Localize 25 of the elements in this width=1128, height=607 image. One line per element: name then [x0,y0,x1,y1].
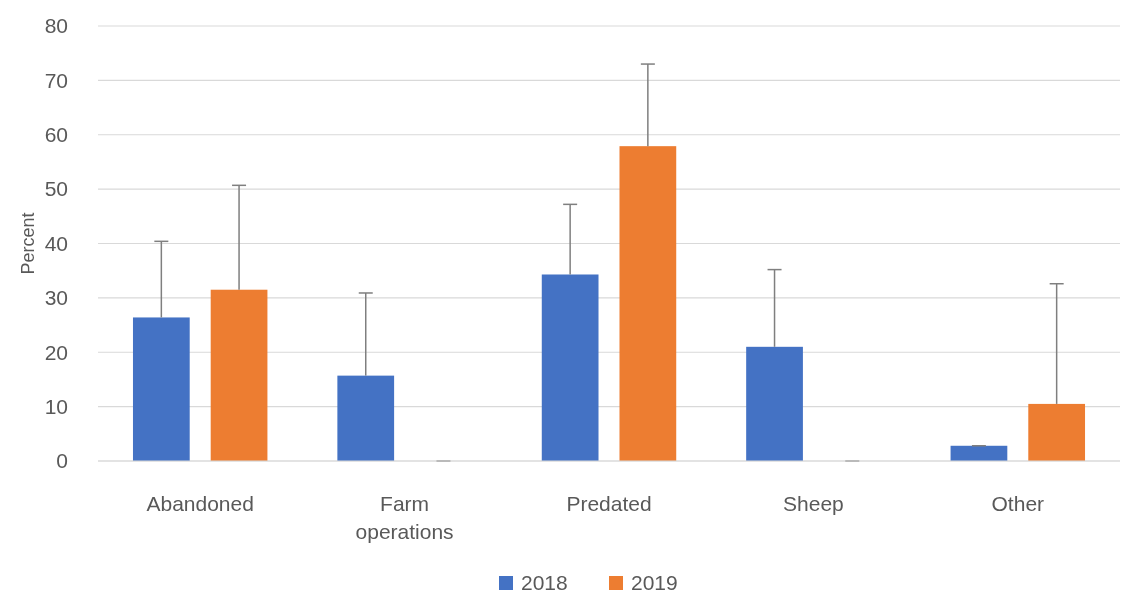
y-tick-label: 70 [44,68,68,92]
x-tick-label: Abandoned [146,492,254,515]
y-tick-label: 10 [44,394,68,418]
y-axis-title: Percent [17,212,38,275]
y-tick-label: 60 [44,123,68,147]
bar [541,274,599,461]
x-tick-label: Other [991,492,1045,515]
bar [337,375,395,461]
x-tick-label: Predated [566,492,652,515]
bar [950,445,1008,461]
y-tick-label: 80 [44,14,68,38]
bar [1028,403,1086,461]
bar [619,146,677,461]
bar [132,317,190,461]
x-tick-label: Sheep [783,492,844,515]
bar [210,289,268,461]
x-tick-label: Farm operations [355,492,454,543]
y-tick-label: 30 [44,286,68,310]
y-tick-label: 40 [44,231,68,255]
legend-label: 2018 [521,571,568,595]
legend-label: 2019 [631,571,678,595]
y-tick-label: 20 [44,340,68,364]
bar [746,346,803,461]
y-tick-label: 0 [56,449,68,473]
y-tick-label: 50 [44,177,68,201]
